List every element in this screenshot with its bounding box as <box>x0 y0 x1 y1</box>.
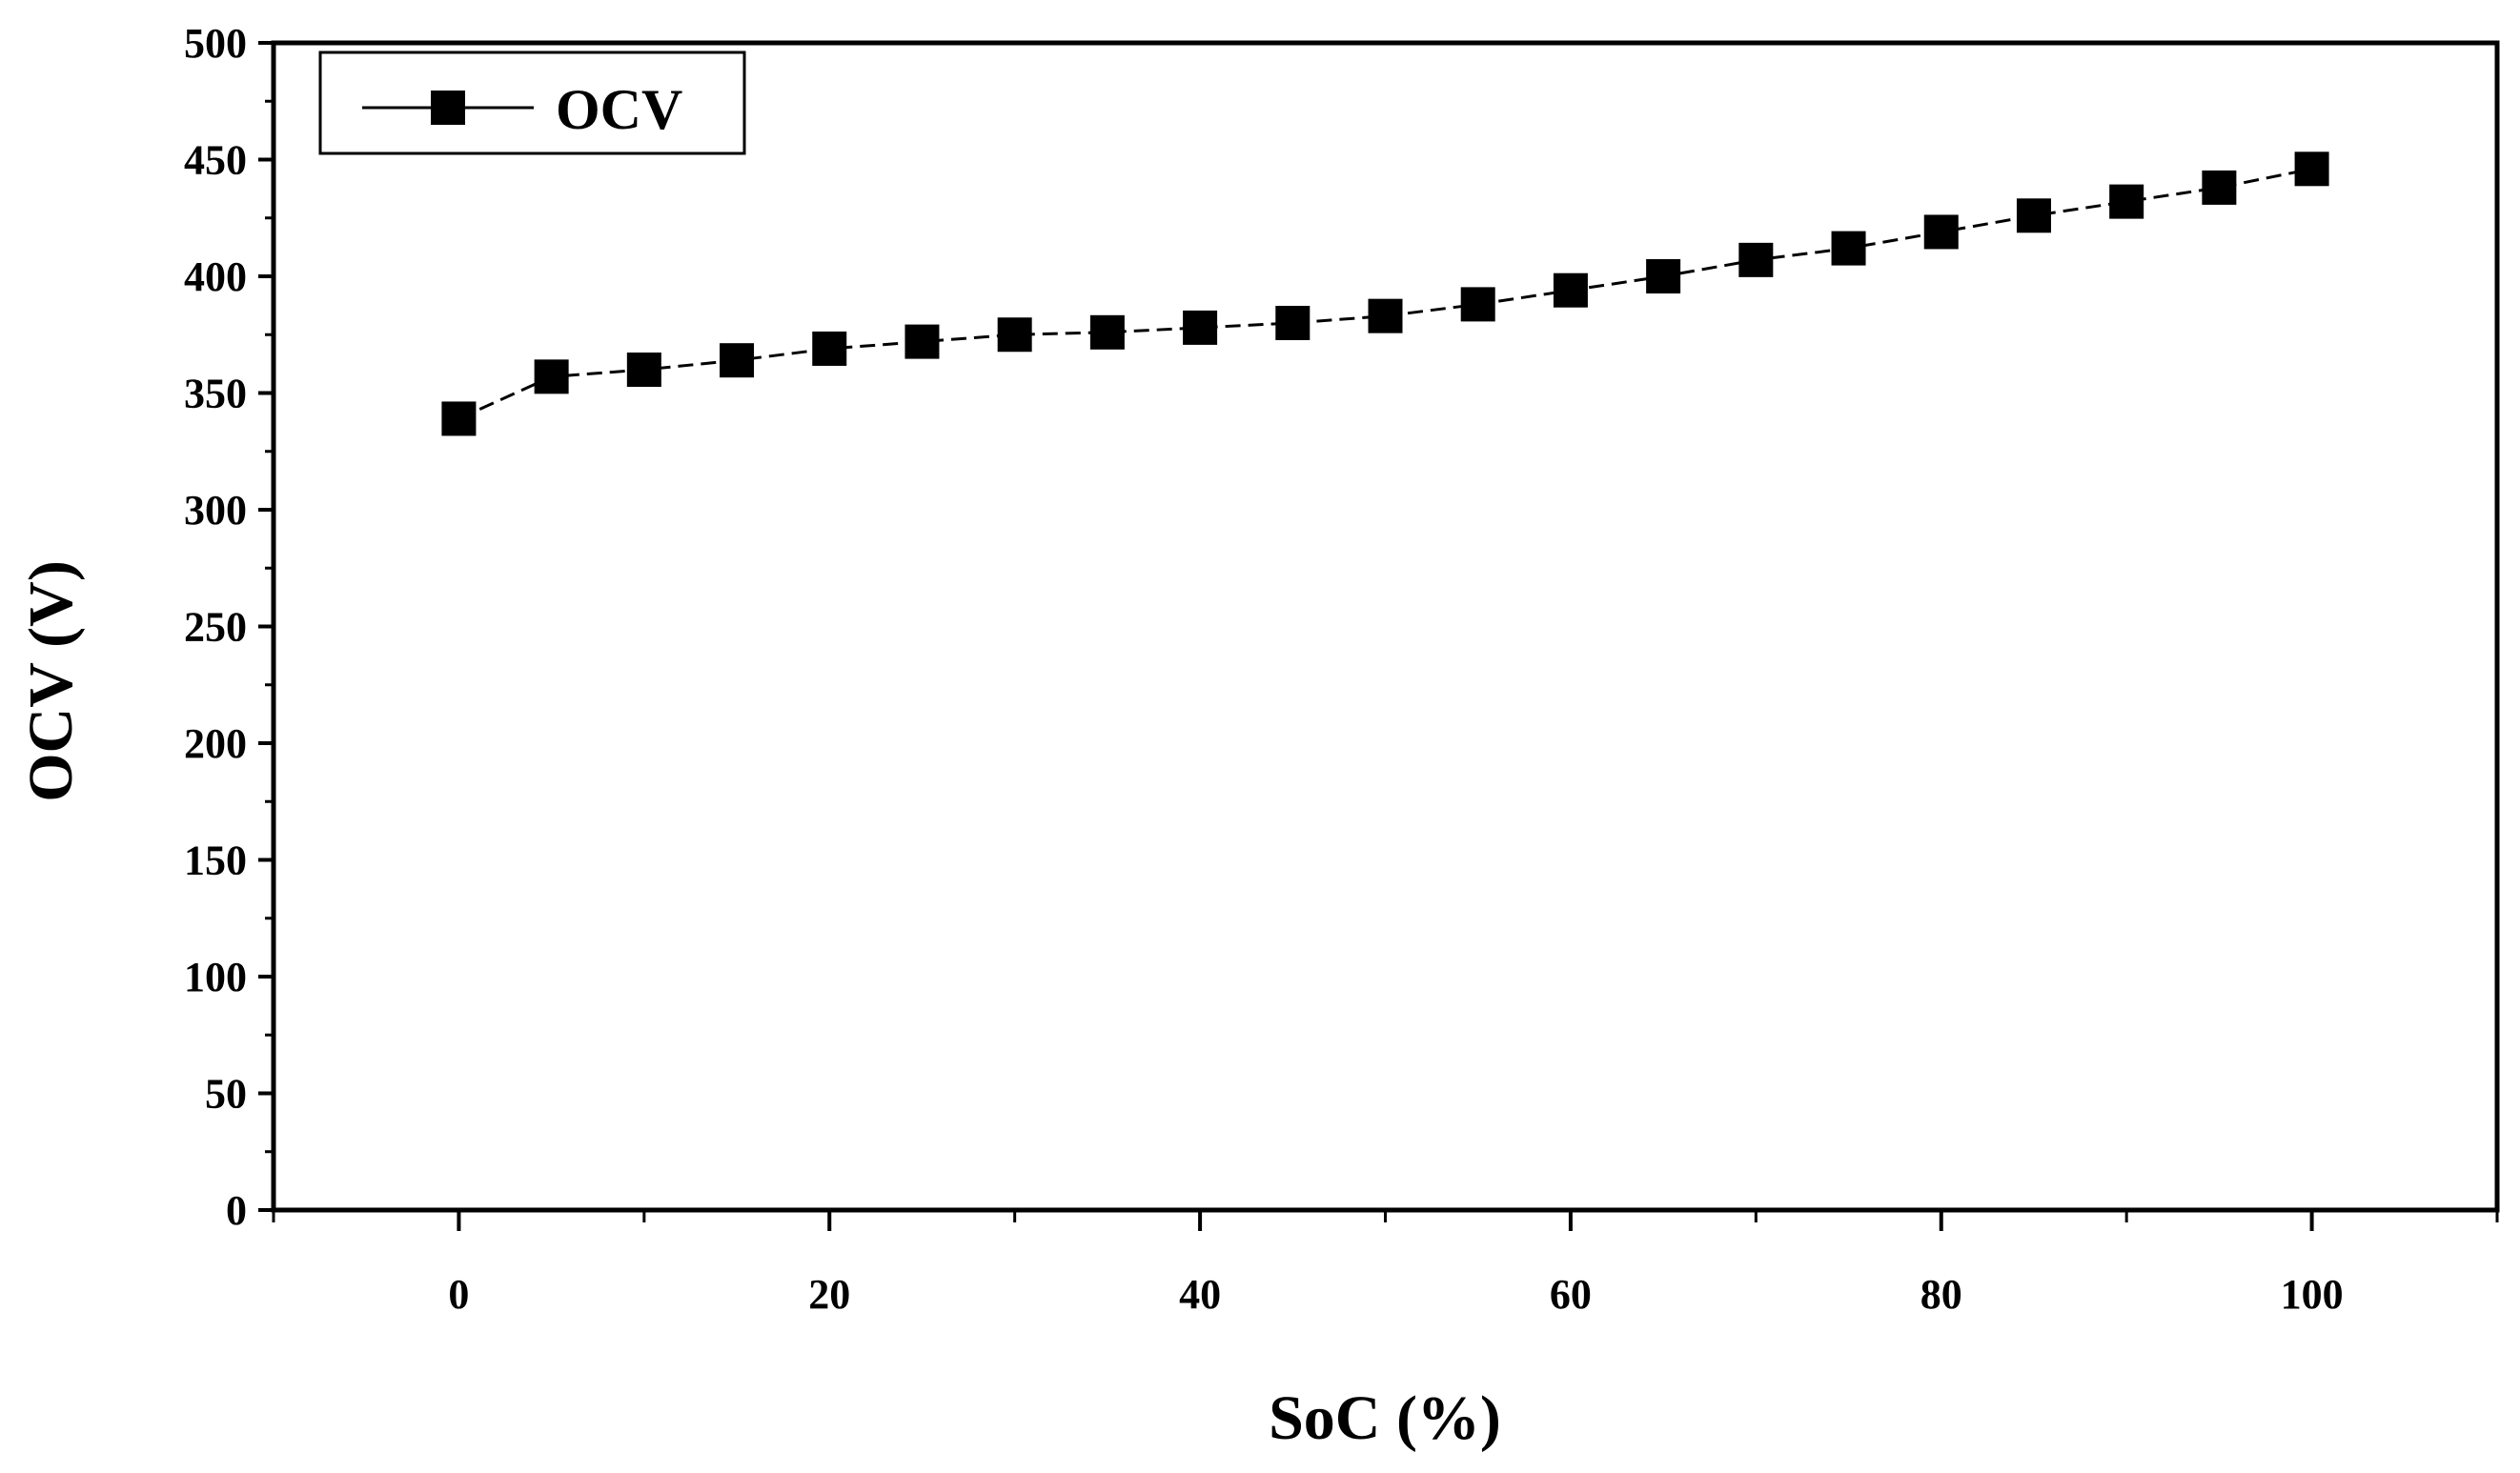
y-tick-label: 150 <box>184 837 247 884</box>
data-point-marker <box>1553 272 1588 308</box>
data-point-marker <box>1646 259 1681 293</box>
data-point-marker <box>2109 184 2144 219</box>
series-layer <box>441 151 2329 436</box>
x-axis-title: SoC (%) <box>1269 1383 1501 1453</box>
data-point-marker <box>441 401 477 436</box>
y-axis-ticks: 0 50 100 150 200 250 300 350 400 450 500 <box>184 20 274 1234</box>
x-tick-label: 40 <box>1179 1271 1221 1318</box>
data-point-marker <box>904 324 940 359</box>
data-point-marker <box>1831 231 1866 266</box>
data-point-marker <box>1368 298 1403 333</box>
data-point-marker <box>2294 151 2329 187</box>
legend-label: OCV <box>556 78 682 141</box>
data-point-marker <box>534 359 569 394</box>
legend: OCV <box>318 50 746 155</box>
x-axis-ticks: 0 20 40 60 80 100 <box>272 1210 2499 1318</box>
y-axis-title: OCV (V) <box>16 560 86 802</box>
y-tick-label: 0 <box>226 1187 247 1234</box>
x-tick-label: 20 <box>808 1271 850 1318</box>
data-point-marker <box>2202 170 2237 205</box>
data-point-marker <box>1923 214 1959 250</box>
legend-marker-square <box>431 91 465 125</box>
y-tick-label: 400 <box>184 253 247 300</box>
legend-box <box>318 50 746 155</box>
x-tick-label: 100 <box>2281 1271 2344 1318</box>
y-tick-label: 450 <box>184 137 247 184</box>
x-tick-label: 0 <box>448 1271 469 1318</box>
y-tick-label: 100 <box>184 954 247 1000</box>
data-point-marker <box>2016 198 2051 233</box>
y-tick-label: 500 <box>184 20 247 67</box>
y-tick-label: 200 <box>184 720 247 767</box>
data-point-marker <box>626 353 661 387</box>
data-point-marker <box>997 317 1032 353</box>
data-point-marker <box>1738 242 1774 277</box>
plot-frame <box>271 40 2500 1213</box>
data-point-marker <box>720 343 755 378</box>
data-point-marker <box>1089 314 1125 350</box>
data-point-marker <box>1275 306 1311 340</box>
data-point-marker <box>812 331 847 366</box>
data-point-marker <box>1460 287 1495 322</box>
x-tick-label: 60 <box>1550 1271 1592 1318</box>
y-tick-label: 300 <box>184 487 247 534</box>
data-point-marker <box>1183 310 1218 345</box>
x-tick-label: 80 <box>1920 1271 1962 1318</box>
y-tick-label: 50 <box>205 1071 247 1118</box>
y-tick-label: 250 <box>184 604 247 651</box>
y-tick-label: 350 <box>184 371 247 417</box>
